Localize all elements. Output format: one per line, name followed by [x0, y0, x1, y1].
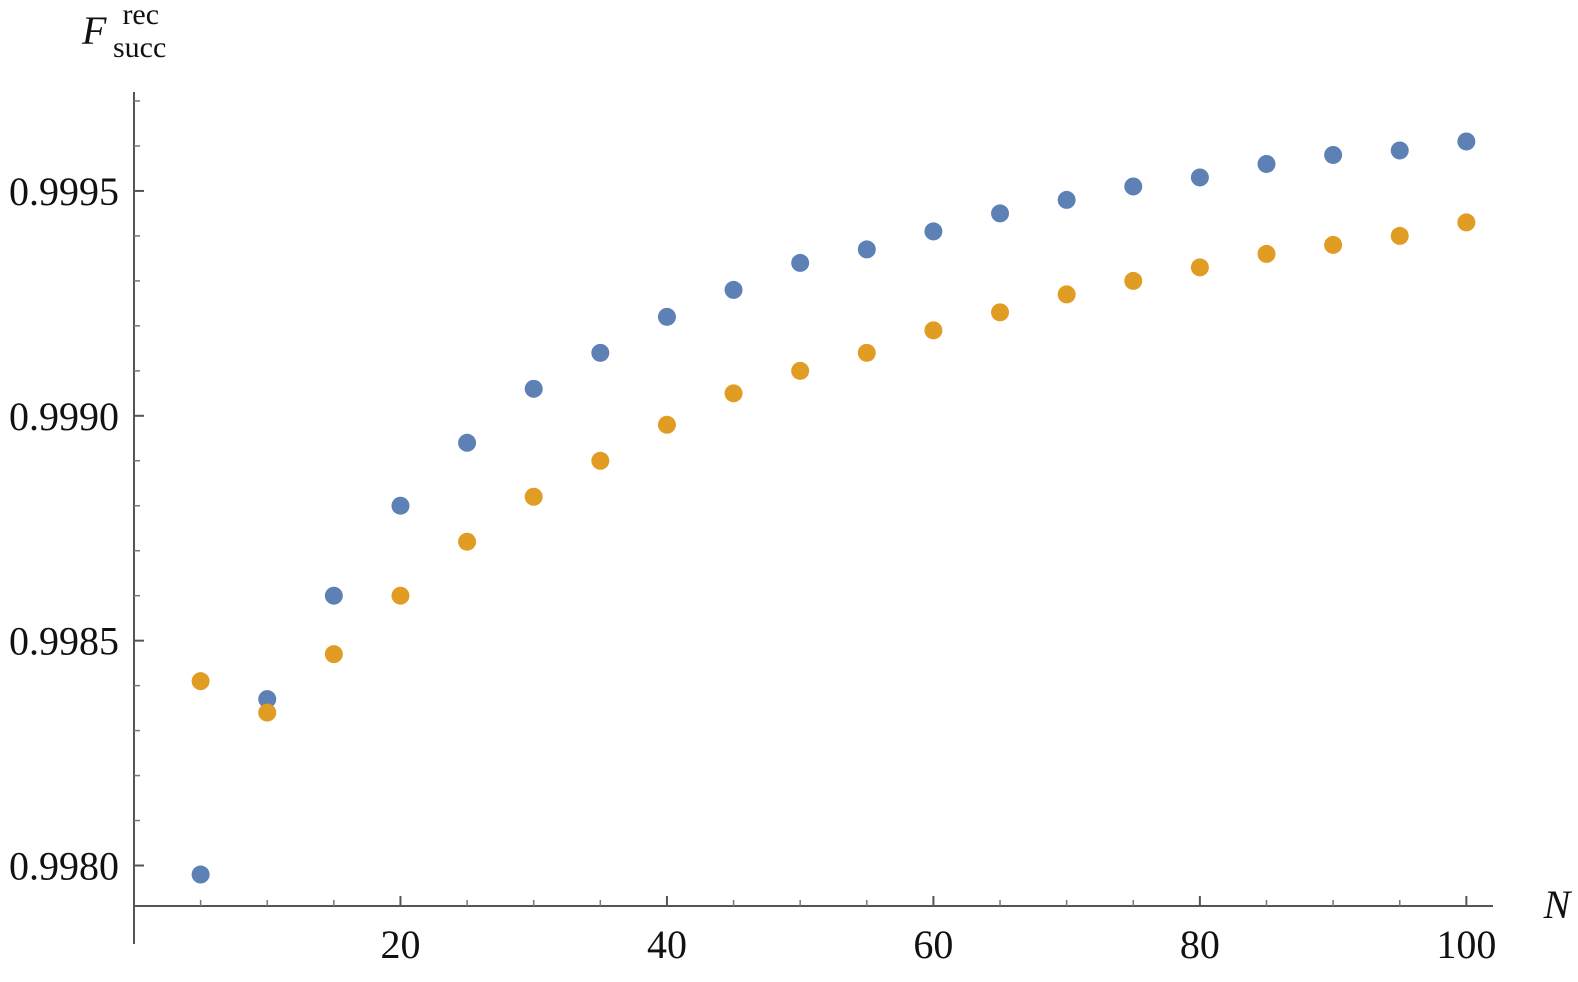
x-axis-title: N	[1543, 882, 1573, 927]
x-tick-label: 40	[647, 922, 687, 967]
data-point	[458, 532, 477, 551]
x-tick-label: 100	[1436, 922, 1496, 967]
data-point	[1124, 271, 1143, 290]
data-point	[524, 487, 543, 506]
data-point	[1257, 244, 1276, 263]
data-point	[1390, 226, 1409, 245]
data-point	[324, 586, 343, 605]
y-tick-label: 0.9995	[9, 169, 119, 214]
series-1	[191, 132, 1476, 884]
data-point	[1057, 190, 1076, 209]
data-point	[391, 586, 410, 605]
data-points	[191, 132, 1476, 884]
x-tick-label: 60	[913, 922, 953, 967]
data-point	[458, 433, 477, 452]
data-point	[791, 361, 810, 380]
data-point	[1124, 177, 1143, 196]
x-tick-label: 20	[380, 922, 420, 967]
data-point	[991, 303, 1010, 322]
data-point	[324, 645, 343, 664]
data-point	[391, 496, 410, 515]
y-tick-label: 0.9990	[9, 394, 119, 439]
y-axis-title-superscript: rec	[122, 0, 159, 31]
data-point	[191, 672, 210, 691]
data-point	[258, 703, 277, 722]
y-tick-label: 0.9985	[9, 619, 119, 664]
data-point	[1257, 154, 1276, 173]
data-point	[258, 690, 277, 709]
data-point	[1324, 145, 1343, 164]
data-point	[857, 343, 876, 362]
data-point	[924, 321, 943, 340]
y-ticks: 0.9980 0.9985 0.9990 0.9995	[9, 100, 144, 889]
data-point	[724, 384, 743, 403]
data-point	[591, 343, 610, 362]
y-axis-title-subscript: succ	[113, 31, 166, 64]
y-tick-label: 0.9980	[9, 844, 119, 889]
data-point	[524, 379, 543, 398]
axes: 20 40 60 80 100 0.9980 0.9985 0.9990 0.9995	[9, 92, 1496, 967]
data-point	[1390, 141, 1409, 160]
data-point	[991, 204, 1010, 223]
x-ticks: 20 40 60 80 100	[199, 896, 1496, 967]
data-point	[1190, 258, 1209, 277]
y-axis-title-main: F	[81, 8, 107, 53]
data-point	[657, 415, 676, 434]
y-axis-title: F rec	[81, 0, 159, 53]
series-2	[191, 213, 1476, 722]
data-point	[724, 280, 743, 299]
x-tick-label: 80	[1180, 922, 1220, 967]
data-point	[791, 253, 810, 272]
data-point	[857, 240, 876, 259]
data-point	[1190, 168, 1209, 187]
data-point	[1457, 213, 1476, 232]
data-point	[1324, 235, 1343, 254]
data-point	[1457, 132, 1476, 151]
data-point	[191, 865, 210, 884]
data-point	[657, 307, 676, 326]
data-point	[591, 451, 610, 470]
data-point	[1057, 285, 1076, 304]
data-point	[924, 222, 943, 241]
